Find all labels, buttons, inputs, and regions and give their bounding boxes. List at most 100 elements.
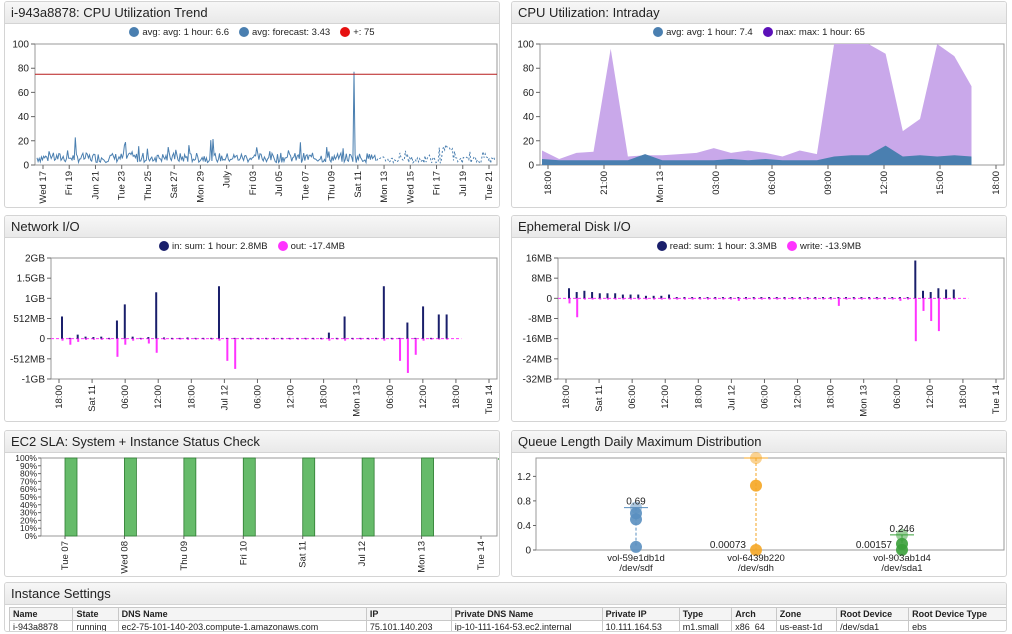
disk-io-out-bar [776, 298, 779, 300]
cpu-trend-panel: i-943a8878: CPU Utilization Trend avg: a… [4, 1, 500, 208]
queue-chart: 0 0.4 0.8 1.2 0.69 vol-59e1db1d/dev/sdf 0.0007… [517, 452, 1005, 574]
sla-badge-shape [498, 457, 499, 461]
instance-cell: m1.small [678, 620, 733, 631]
disk-io-legend-item[interactable]: write: -13.9MB [786, 241, 861, 252]
queue-min-label: 0.00157 [856, 540, 893, 551]
network-io-in-bar [233, 337, 236, 339]
sla-panel: EC2 SLA: System + Instance Status Check … [4, 430, 500, 577]
network-io-legend-item[interactable]: in: sum: 1 hour: 2.8MB [159, 241, 268, 252]
instance-settings-title: Instance Settings [5, 583, 1006, 605]
instance-column-header[interactable]: Root Device Type [908, 607, 1006, 621]
network-io-out-bar [320, 338, 323, 340]
network-io-out-bar [414, 338, 417, 355]
disk-io-x-tick-label: Mon 13 [859, 385, 870, 417]
network-io-out-bar [249, 338, 252, 340]
cpu-trend-y-tick-label: 0 [23, 161, 29, 172]
instance-column-header[interactable]: IP [365, 607, 452, 621]
network-io-in-bar [84, 336, 87, 339]
cpu-trend-x-tick-label: Tue 21 [484, 171, 495, 200]
network-io-in-bar [327, 332, 330, 339]
queue-max-label: 0.246 [889, 524, 914, 535]
network-io-out-bar [383, 338, 386, 341]
network-io-x-tick-label: Sat 11 [87, 385, 98, 412]
cpu-trend-x-tick-label: Fri 17 [432, 171, 443, 195]
network-io-out-bar [328, 338, 331, 341]
cpu-intraday-legend-item[interactable]: max: max: 1 hour: 65 [762, 27, 865, 38]
network-io-out-bar [296, 338, 299, 340]
instance-column-header[interactable]: Private IP [601, 607, 680, 621]
network-io-out-bar [281, 338, 284, 340]
disk-io-in-bar [922, 290, 925, 299]
network-io-in-bar [225, 337, 228, 339]
instance-cell: ip-10-111-164-53.ec2.internal [450, 620, 603, 631]
disk-io-in-bar [698, 297, 701, 299]
instance-column-header[interactable]: Root Device [836, 607, 910, 621]
disk-io-plot-area [557, 257, 1005, 380]
sla-y-tick-label: 60% [20, 484, 37, 494]
network-io-in-bar [217, 286, 220, 339]
cpu-trend-x-tick-label: Thu 25 [143, 171, 154, 201]
instance-column-header[interactable]: Private DNS Name [450, 607, 603, 621]
disk-io-in-bar [621, 294, 624, 299]
disk-io-x-tick-label: Sat 11 [594, 385, 605, 412]
sla-bar [183, 457, 197, 537]
cpu-intraday-legend: avg: avg: 1 hour: 7.4 max: max: 1 hour: 6… [512, 27, 1006, 38]
sla-chart: 0%10%20%30%40%50%60%70%80%90%100% Tue 07 W… [15, 453, 499, 574]
value-badge-shape [499, 146, 500, 164]
disk-io-x-tick-label: Jul 12 [726, 385, 737, 410]
cpu-trend-y-tick-label: 100 [12, 40, 29, 51]
queue-y-tick-label: 1.2 [517, 472, 531, 483]
disk-io-x-tick-label: Tue 14 [991, 385, 1002, 414]
network-io-x-tick-label: 18:00 [319, 385, 330, 409]
disk-io-in-bar [606, 293, 609, 299]
instance-column-header[interactable]: Name [8, 607, 74, 621]
disk-io-legend-item[interactable]: read: sum: 1 hour: 3.3MB [656, 241, 777, 252]
instance-column-header[interactable]: Type [678, 607, 733, 621]
instance-cell: 75.101.140.203 [365, 620, 452, 631]
cpu-intraday-legend-item[interactable]: avg: avg: 1 hour: 7.4 [653, 27, 753, 38]
cpu-trend-legend-item[interactable]: +: 75 [340, 27, 375, 38]
sla-bar [64, 457, 78, 537]
disk-io-y-tick-label: 0 [546, 294, 552, 305]
cpu-trend-legend-item[interactable]: avg: avg: 1 hour: 6.6 [129, 27, 229, 38]
disk-io-y-tick-label: -24MB [523, 354, 553, 365]
network-io-out-bar [139, 338, 142, 340]
table-row[interactable]: i-943a8878 running ec2-75-101-140-203.comp… [8, 620, 1006, 631]
network-io-y-tick-label: -512MB [10, 354, 45, 365]
cpu-intraday-y-tick-label: 20 [523, 136, 535, 147]
instance-column-header[interactable]: Arch [731, 607, 777, 621]
instance-cell: us-east-1d [775, 620, 838, 631]
sla-y-tick-label: 30% [20, 508, 37, 518]
cpu-intraday-chart: 0 20 40 60 80 100 18:00 21:00 Mon 13 03:00 06:00 09… [517, 40, 1005, 203]
sla-y-tick-label: 70% [20, 476, 37, 486]
network-io-out-bar [155, 338, 158, 353]
disk-io-in-bar [683, 297, 686, 299]
disk-io-in-bar [845, 297, 848, 299]
legend-dot-icon [159, 241, 170, 251]
instance-column-header[interactable]: Zone [775, 607, 838, 621]
cpu-trend-plot-area [34, 43, 498, 166]
disk-io-out-bar [907, 298, 910, 300]
instance-column-header[interactable]: DNS Name [117, 607, 367, 621]
disk-io-out-bar [730, 298, 733, 300]
instance-settings-panel: Instance Settings Name State DNS Name IP Pri… [4, 582, 1007, 632]
network-io-legend-item[interactable]: out: -17.4MB [277, 241, 345, 252]
sla-y-tick-label: 40% [20, 500, 37, 510]
cpu-trend-x-tick-label: Mon 29 [195, 171, 206, 203]
legend-label: +: 75 [353, 27, 375, 38]
cpu-intraday-y-tick-label: 100 [517, 40, 534, 51]
queue-title: Queue Length Daily Maximum Distribution [512, 431, 1006, 453]
network-io-in-bar [76, 334, 79, 339]
instance-column-header[interactable]: State [72, 607, 119, 621]
disk-io-in-bar [891, 297, 894, 299]
cpu-intraday-avg-area [542, 145, 972, 165]
cpu-trend-legend-item[interactable]: avg: forecast: 3.43 [239, 27, 330, 38]
cpu-trend-x-tick-label: Fri 19 [64, 171, 75, 195]
network-io-in-bar [343, 316, 346, 339]
disk-io-out-bar [945, 298, 948, 300]
sla-x-tick-label: Tue 07 [60, 541, 71, 570]
disk-io-out-bar [753, 298, 756, 300]
instance-table-header: Name State DNS Name IP Private DNS Name Priva… [8, 607, 1006, 621]
network-io-x-tick-label: Jul 12 [219, 385, 230, 410]
